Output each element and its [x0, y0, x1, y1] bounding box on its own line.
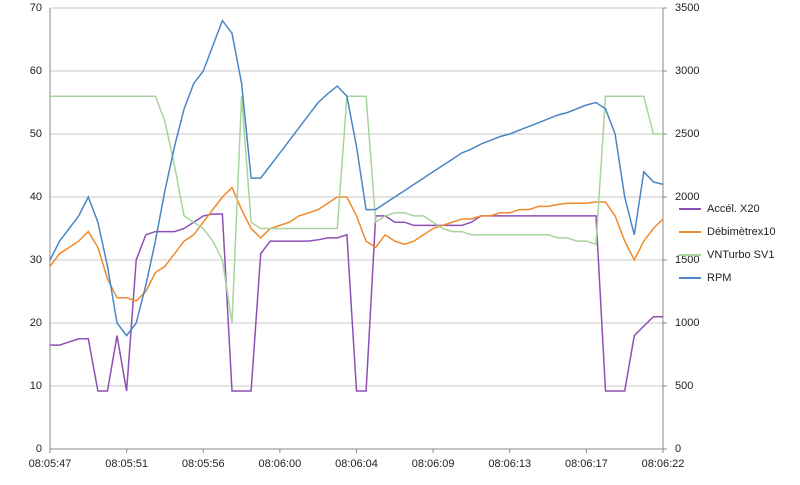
- y2-tick-label: 3000: [675, 65, 699, 77]
- y2-tick-label: 3500: [675, 2, 699, 14]
- y-tick-label: 70: [30, 2, 42, 14]
- y-tick-label: 30: [30, 254, 42, 266]
- x-tick-label: 08:05:47: [29, 458, 72, 470]
- x-tick-label: 08:05:56: [182, 458, 225, 470]
- x-tick-label: 08:06:04: [335, 458, 378, 470]
- legend-label: RPM: [707, 272, 731, 284]
- y2-tick-label: 2500: [675, 128, 699, 140]
- y2-tick-label: 500: [675, 380, 693, 392]
- y-tick-label: 40: [30, 191, 42, 203]
- y-tick-label: 60: [30, 65, 42, 77]
- x-tick-label: 08:06:22: [642, 458, 685, 470]
- y-tick-label: 0: [36, 443, 42, 455]
- y-tick-label: 50: [30, 128, 42, 140]
- legend-label: Débimètrex10: [707, 226, 775, 238]
- y2-tick-label: 2000: [675, 191, 699, 203]
- x-tick-label: 08:05:51: [105, 458, 148, 470]
- series-line: [50, 213, 663, 392]
- x-tick-label: 08:06:17: [565, 458, 608, 470]
- y-tick-label: 10: [30, 380, 42, 392]
- series-line: [49, 186, 664, 302]
- x-tick-label: 08:06:00: [258, 458, 301, 470]
- y2-tick-label: 1000: [675, 317, 699, 329]
- x-tick-label: 08:06:13: [488, 458, 531, 470]
- y2-tick-label: 1500: [675, 254, 699, 266]
- series-line: [50, 95, 663, 324]
- x-tick-label: 08:06:09: [412, 458, 455, 470]
- legend-label: Accél. X20: [707, 203, 760, 215]
- series-line: [49, 19, 664, 337]
- y2-tick-label: 0: [675, 443, 681, 455]
- y-tick-label: 20: [30, 317, 42, 329]
- legend-label: VNTurbo SV1: [707, 249, 774, 261]
